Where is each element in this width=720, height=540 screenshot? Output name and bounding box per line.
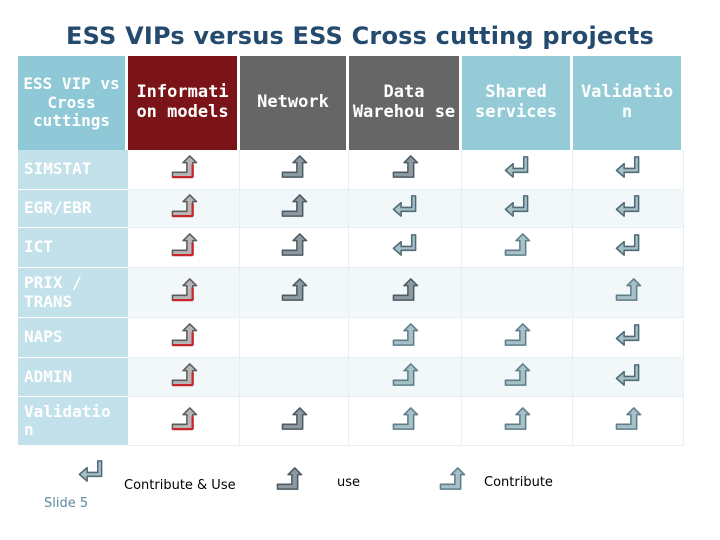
matrix-cell — [240, 190, 349, 228]
matrix-cell — [128, 358, 240, 397]
matrix-cell — [573, 397, 684, 446]
contribute-use-icon — [390, 232, 420, 262]
legend-contribute-use: Contribute & Use — [124, 478, 236, 493]
matrix-cell — [462, 228, 573, 268]
matrix-cell — [240, 228, 349, 268]
row-label: PRIX / TRANS — [18, 268, 128, 317]
contribute-use-icon — [613, 193, 643, 223]
contribute-use-icon — [390, 193, 420, 223]
contribute-use-icon — [502, 154, 532, 184]
matrix-cell — [128, 397, 240, 446]
matrix-cell — [462, 150, 573, 190]
matrix-cell — [573, 268, 684, 318]
contribute-icon — [390, 322, 420, 352]
contribute-red-icon — [169, 362, 199, 392]
legend-use: use — [337, 475, 361, 490]
matrix-cell — [462, 358, 573, 397]
contribute-icon — [502, 362, 532, 392]
matrix-cell — [462, 190, 573, 228]
contribute-icon — [613, 277, 643, 307]
corner-header: ESS VIP vs Cross cuttings — [18, 56, 125, 150]
contribute-use-icon — [613, 154, 643, 184]
matrix-cell — [128, 190, 240, 228]
contribute-red-icon — [169, 193, 199, 223]
matrix-cell — [573, 150, 684, 190]
matrix-cell — [240, 358, 349, 397]
column-header-2: Network — [240, 56, 346, 150]
contribute-red-icon — [169, 322, 199, 352]
contribute-icon — [613, 406, 643, 436]
contribute-icon — [437, 466, 467, 496]
slide-number: Slide 5 — [44, 496, 89, 511]
matrix-cell — [462, 318, 573, 358]
contribute-icon — [390, 406, 420, 436]
contribute-use-icon — [76, 458, 106, 488]
matrix-cell — [573, 190, 684, 228]
row-label: EGR/EBR — [18, 190, 128, 227]
row-label: NAPS — [18, 318, 128, 357]
matrix-cell — [240, 150, 349, 190]
contribute-red-icon — [169, 277, 199, 307]
matrix-cell — [349, 228, 462, 268]
matrix-cell — [349, 318, 462, 358]
row-label: ADMIN — [18, 358, 128, 396]
use-icon — [390, 277, 420, 307]
row-label: Validatio n — [18, 397, 128, 445]
matrix-cell — [128, 228, 240, 268]
contribute-icon — [390, 362, 420, 392]
use-icon — [274, 466, 304, 496]
contribute-icon — [502, 406, 532, 436]
legend-contribute: Contribute — [484, 475, 553, 490]
use-gray-icon — [279, 154, 309, 184]
row-label: ICT — [18, 228, 128, 267]
matrix-cell — [240, 268, 349, 318]
use-gray-icon — [390, 154, 420, 184]
contribute-use-icon — [613, 232, 643, 262]
contribute-red-icon — [169, 154, 199, 184]
matrix-cell — [462, 268, 573, 318]
matrix-cell — [349, 358, 462, 397]
use-gray-icon — [279, 406, 309, 436]
matrix-cell — [240, 318, 349, 358]
matrix-cell — [349, 190, 462, 228]
contribute-icon — [502, 232, 532, 262]
slide-title: ESS VIPs versus ESS Cross cutting projec… — [66, 22, 654, 50]
column-header-3: Data Warehou se — [349, 56, 459, 150]
use-gray-icon — [279, 277, 309, 307]
matrix-cell — [349, 268, 462, 318]
row-label: SIMSTAT — [18, 150, 128, 189]
matrix-cell — [349, 150, 462, 190]
matrix-cell — [128, 268, 240, 318]
use-gray-icon — [279, 232, 309, 262]
contribute-icon — [502, 322, 532, 352]
matrix-cell — [462, 397, 573, 446]
matrix-cell — [240, 397, 349, 446]
contribute-use-icon — [613, 322, 643, 352]
column-header-5: Validatio n — [573, 56, 681, 150]
contribute-red-icon — [169, 406, 199, 436]
column-header-1: Informati on models — [128, 56, 237, 150]
matrix-cell — [573, 228, 684, 268]
matrix-cell — [573, 318, 684, 358]
contribute-red-icon — [169, 232, 199, 262]
contribute-use-icon — [502, 193, 532, 223]
matrix-cell — [128, 150, 240, 190]
contribute-use-icon — [613, 362, 643, 392]
column-header-4: Shared services — [462, 56, 570, 150]
matrix-cell — [349, 397, 462, 446]
matrix-cell — [128, 318, 240, 358]
use-gray-icon — [279, 193, 309, 223]
matrix-cell — [573, 358, 684, 397]
